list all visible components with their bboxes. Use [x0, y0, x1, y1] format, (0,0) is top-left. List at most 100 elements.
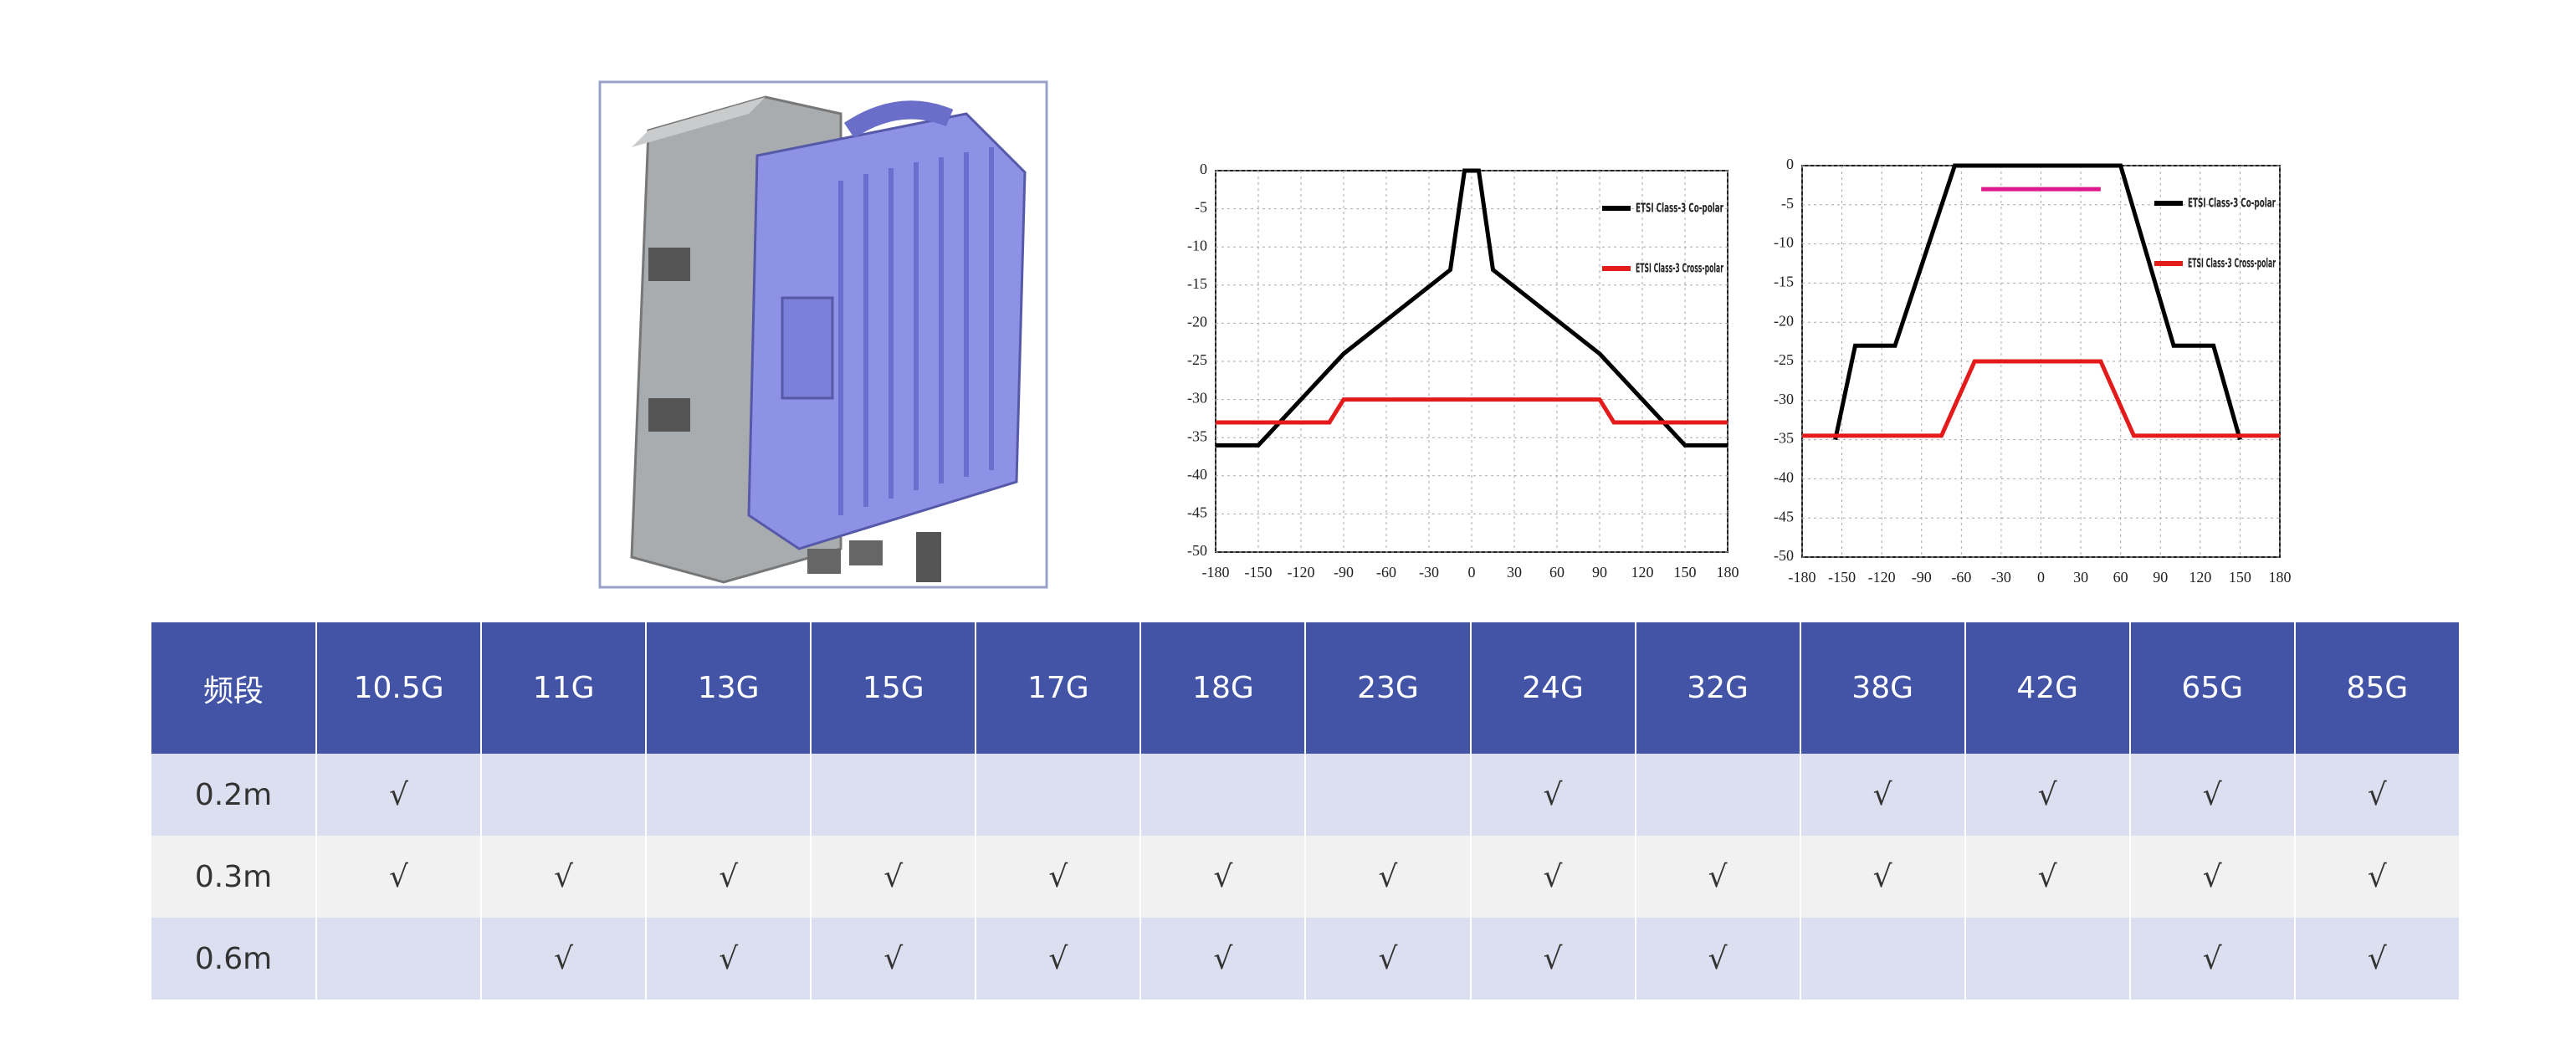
x-tick-label: 30 [2073, 569, 2088, 586]
y-tick-label: -40 [1187, 466, 1207, 483]
table-cell: √ [481, 836, 648, 918]
y-tick-label: -5 [1195, 199, 1207, 216]
x-tick-label: -30 [1991, 569, 2011, 586]
table-cell: √ [1964, 754, 2131, 836]
x-tick-label: 30 [1507, 564, 1522, 581]
x-tick-label: 60 [2113, 569, 2128, 586]
y-tick-label: 0 [1200, 161, 1207, 177]
mask-line [1802, 359, 2280, 438]
x-tick-label: -60 [1376, 564, 1396, 581]
legend: ETSI Class-3 Co-polar [2188, 196, 2276, 211]
table-row: 0.6m √ √ √ √ √ √ √ √ √ √ [151, 918, 2461, 1000]
x-tick-label: 180 [1717, 564, 1739, 581]
x-tick-label: -150 [1828, 569, 1856, 586]
charts: -180 -150 -120 -90 -60 -30 0 30 60 90 120 150 1800-5… [1187, 156, 2292, 586]
table-cell: √ [1140, 918, 1307, 1000]
table-cell: √ [316, 754, 483, 836]
header-cell: 13G [646, 622, 812, 754]
table-cell: √ [2129, 918, 2296, 1000]
x-tick-label: -180 [1789, 569, 1816, 586]
y-tick-label: -50 [1187, 542, 1207, 559]
y-tick-label: -30 [1774, 391, 1794, 407]
table-cell [1964, 918, 2131, 1000]
x-tick-label: -120 [1288, 564, 1315, 581]
y-tick-label: -20 [1774, 312, 1794, 329]
table-cell: √ [976, 918, 1142, 1000]
y-tick-label: -35 [1187, 427, 1207, 444]
y-tick-label: -5 [1781, 195, 1794, 212]
table-cell [646, 754, 812, 836]
table-cell: √ [1800, 836, 1966, 918]
x-tick-label: 120 [1631, 564, 1654, 581]
y-tick-label: -10 [1187, 237, 1207, 253]
y-tick-label: -15 [1774, 274, 1794, 290]
y-tick-label: 0 [1786, 156, 1794, 172]
y-tick-label: -25 [1187, 351, 1207, 368]
header-cell: 频段 [151, 622, 318, 754]
table-cell: √ [2294, 918, 2461, 1000]
y-tick-label: -25 [1774, 351, 1794, 368]
header-cell: 17G [976, 622, 1142, 754]
header-cell: 10.5G [316, 622, 483, 754]
table-cell: √ [1470, 754, 1636, 836]
x-tick-label: -150 [1245, 564, 1273, 581]
x-tick-label: 180 [2269, 569, 2292, 586]
x-tick-label: -60 [1951, 569, 1971, 586]
table-cell [481, 754, 648, 836]
table-cell: √ [1305, 836, 1472, 918]
table-cell: √ [1635, 836, 1801, 918]
mask-line [1216, 168, 1728, 448]
table-cell: √ [1140, 836, 1307, 918]
band-table: 频段 10.5G 11G 13G 15G 17G 18G 23G 24G 32G 38G 42G 65G… [151, 622, 2461, 1000]
x-tick-label: -90 [1334, 564, 1354, 581]
table-cell [316, 918, 483, 1000]
y-tick-label: -15 [1187, 275, 1207, 292]
table-cell [1305, 754, 1472, 836]
table-cell: √ [811, 918, 977, 1000]
product-image [598, 80, 1048, 589]
table-cell: √ [1470, 836, 1636, 918]
legend: ETSI Class-3 Cross-polar [2188, 256, 2276, 271]
x-tick-label: 0 [2037, 569, 2045, 586]
table-cell: √ [811, 836, 977, 918]
table-cell: 0.2m [151, 754, 318, 836]
table-cell: √ [976, 836, 1142, 918]
table-cell: √ [646, 918, 812, 1000]
header-cell: 24G [1470, 622, 1636, 754]
header-cell: 15G [811, 622, 977, 754]
table-cell [1635, 754, 1801, 836]
header-cell: 23G [1305, 622, 1472, 754]
x-tick-label: 120 [2189, 569, 2211, 586]
header-cell: 65G [2129, 622, 2296, 754]
x-tick-label: -90 [1912, 569, 1932, 586]
table-cell: √ [2294, 836, 2461, 918]
y-tick-label: -10 [1774, 234, 1794, 251]
table-row: 0.3m √ √ √ √ √ √ √ √ √ √ √ √ √ [151, 836, 2461, 918]
table-cell: √ [316, 836, 483, 918]
table-cell: 0.6m [151, 918, 318, 1000]
header-cell: 32G [1635, 622, 1801, 754]
y-tick-label: -20 [1187, 314, 1207, 330]
mask-line [1216, 397, 1728, 425]
x-tick-label: 90 [1592, 564, 1607, 581]
table-cell: √ [1470, 918, 1636, 1000]
table-cell [811, 754, 977, 836]
table-cell: √ [481, 918, 648, 1000]
table-cell: √ [1964, 836, 2131, 918]
table-cell: √ [2129, 754, 2296, 836]
y-tick-label: -45 [1774, 508, 1794, 524]
x-tick-label: 60 [1549, 564, 1565, 581]
table-cell: √ [2129, 836, 2296, 918]
table-cell: √ [1635, 918, 1801, 1000]
mask-line [1833, 163, 2242, 441]
header-cell: 85G [2294, 622, 2461, 754]
x-tick-label: -30 [1419, 564, 1439, 581]
x-tick-label: -180 [1202, 564, 1230, 581]
x-tick-label: 0 [1468, 564, 1476, 581]
table-cell: √ [1305, 918, 1472, 1000]
table-row: 0.2m √ √ √ √ √ √ [151, 754, 2461, 836]
y-tick-label: -40 [1774, 469, 1794, 486]
table-cell [976, 754, 1142, 836]
table-cell: √ [1800, 754, 1966, 836]
